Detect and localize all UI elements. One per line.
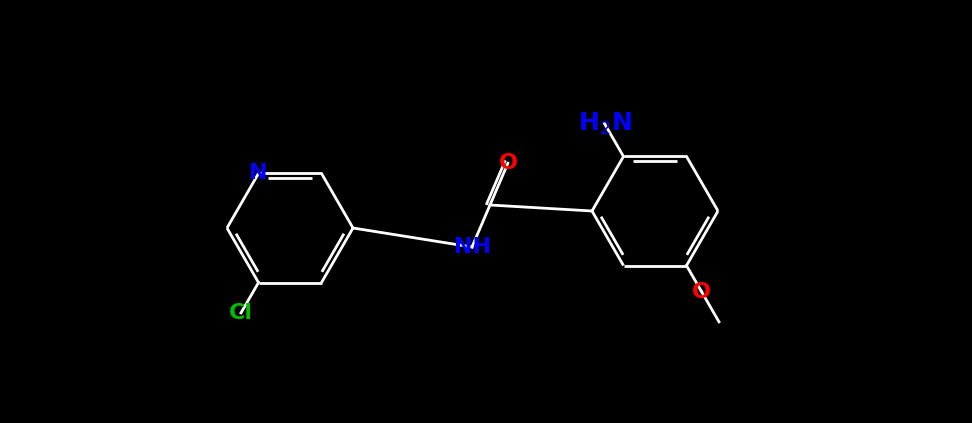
Text: H$_2$N: H$_2$N bbox=[577, 110, 631, 137]
Text: N: N bbox=[249, 163, 267, 184]
Text: Cl: Cl bbox=[229, 303, 253, 323]
Text: O: O bbox=[692, 282, 711, 302]
Text: O: O bbox=[499, 153, 517, 173]
Text: NH: NH bbox=[454, 237, 491, 257]
